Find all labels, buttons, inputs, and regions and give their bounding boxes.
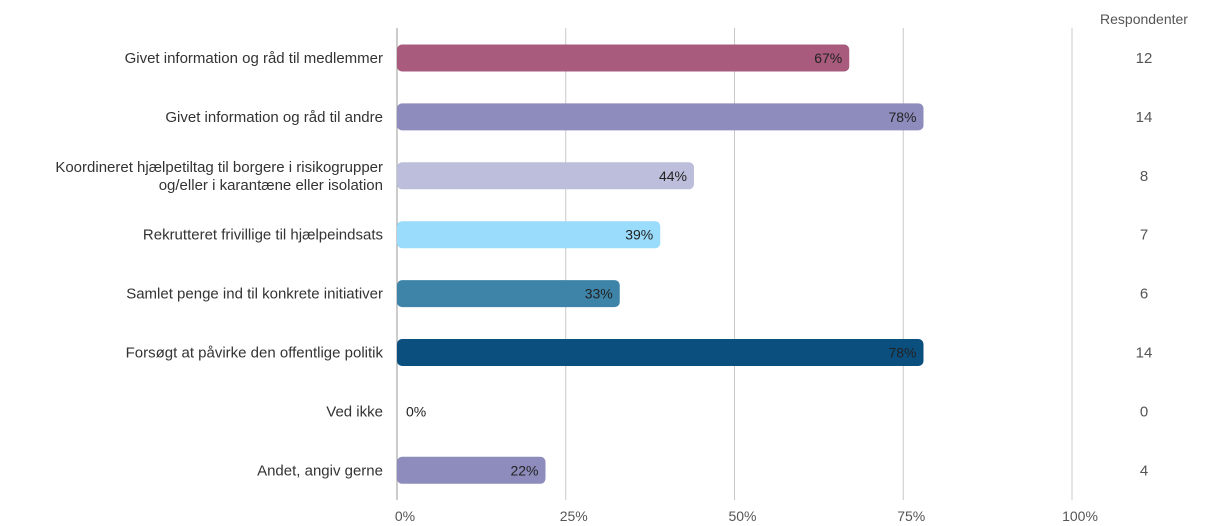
- respondent-count: 8: [1140, 168, 1148, 185]
- data-label: 22%: [510, 462, 538, 478]
- gridlines: [396, 28, 1073, 500]
- respondent-count: 7: [1140, 227, 1148, 244]
- respondents-header: Respondenter: [1100, 11, 1188, 27]
- data-label: 39%: [625, 227, 653, 243]
- category-label: Givet information og råd til medlemmer: [125, 50, 383, 67]
- category-label: Koordineret hjælpetiltag til borgere i r…: [55, 159, 383, 176]
- respondent-count: 14: [1136, 109, 1153, 126]
- category-label: Andet, angiv gerne: [257, 462, 383, 479]
- data-labels: 67% 78% 44% 39% 33% 78% 0% 22%: [406, 50, 917, 478]
- category-label: Ved ikke: [326, 403, 383, 420]
- respondent-count: 12: [1136, 50, 1153, 67]
- x-tick-label: 75%: [897, 508, 925, 524]
- data-label: 67%: [814, 50, 842, 66]
- data-label: 78%: [888, 345, 916, 361]
- category-label: og/eller i karantæne eller isolation: [159, 177, 383, 194]
- category-label: Samlet penge ind til konkrete initiative…: [126, 286, 383, 303]
- data-label: 0%: [406, 403, 426, 419]
- bar: [397, 456, 546, 484]
- bar: [397, 280, 620, 308]
- bar: [397, 339, 924, 366]
- x-tick-label: 100%: [1062, 508, 1098, 524]
- x-tick-label: 50%: [728, 508, 756, 524]
- bars: [397, 44, 924, 484]
- bar: [397, 162, 694, 190]
- bar: [397, 44, 850, 72]
- x-tick-label: 25%: [560, 508, 588, 524]
- category-label: Rekrutteret frivillige til hjælpeindsats: [143, 227, 383, 244]
- respondent-count: 14: [1136, 345, 1153, 362]
- x-tick-label: 0%: [395, 508, 415, 524]
- data-label: 78%: [888, 109, 916, 125]
- respondent-count: 4: [1140, 462, 1148, 479]
- respondent-count: 0: [1140, 403, 1148, 420]
- data-label: 44%: [659, 168, 687, 184]
- category-label: Forsøgt at påvirke den offentlige politi…: [126, 345, 384, 362]
- data-label: 33%: [585, 286, 613, 302]
- category-label: Givet information og råd til andre: [165, 109, 383, 126]
- bar: [397, 103, 924, 131]
- respondent-count: 6: [1140, 286, 1148, 303]
- bar: [397, 221, 661, 249]
- respondent-counts: 12 14 8 7 6 14 0 4: [1136, 50, 1153, 479]
- category-labels: Givet information og råd til medlemmer Gi…: [55, 50, 383, 479]
- x-axis-ticks: 0% 25% 50% 75% 100%: [395, 508, 1098, 524]
